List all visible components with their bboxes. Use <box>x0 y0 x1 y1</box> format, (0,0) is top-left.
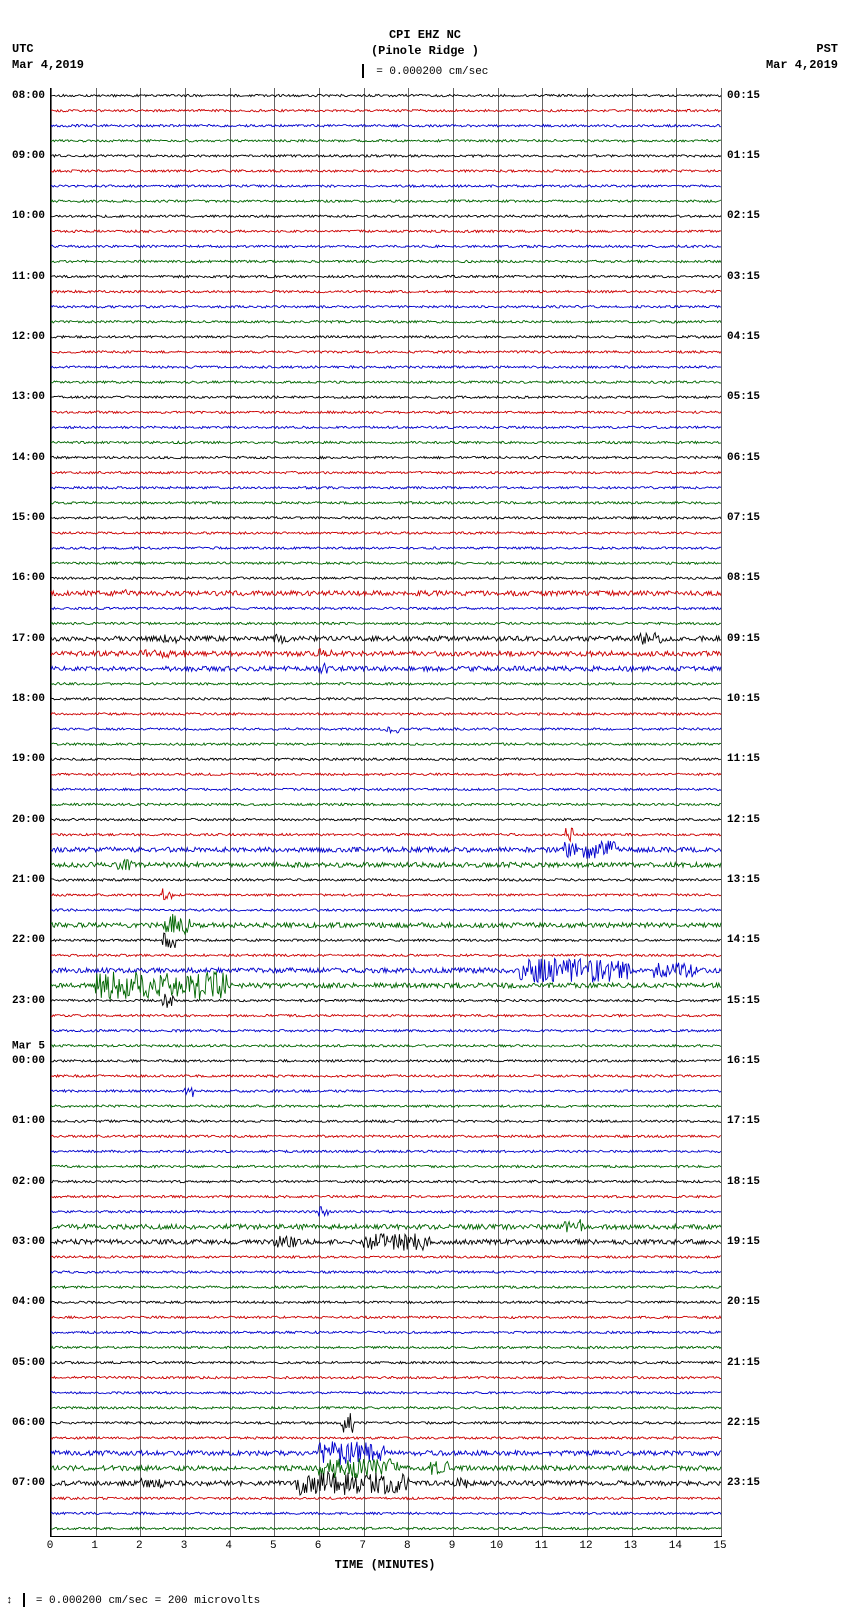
footer-scale: ↕ = 0.000200 cm/sec = 200 microvolts <box>6 1593 260 1607</box>
pst-time-label: 16:15 <box>727 1055 760 1067</box>
pst-tz: PST <box>766 42 838 58</box>
x-tick: 6 <box>315 1540 322 1552</box>
pst-time-label: 18:15 <box>727 1176 760 1188</box>
x-tick: 8 <box>404 1540 411 1552</box>
pst-time-label: 11:15 <box>727 753 760 765</box>
pst-time-label: 05:15 <box>727 391 760 403</box>
pst-time-label: 20:15 <box>727 1296 760 1308</box>
day-label: Mar 5 <box>12 1040 45 1052</box>
scale-indicator: = 0.000200 cm/sec <box>0 64 850 78</box>
pst-time-label: 22:15 <box>727 1417 760 1429</box>
footer-text: = 0.000200 cm/sec = 200 microvolts <box>36 1595 260 1607</box>
utc-time-label: 04:00 <box>12 1296 45 1308</box>
x-tick: 15 <box>713 1540 726 1552</box>
x-tick: 12 <box>579 1540 592 1552</box>
x-tick: 2 <box>136 1540 143 1552</box>
pst-time-label: 01:15 <box>727 150 760 162</box>
x-tick: 5 <box>270 1540 277 1552</box>
station-code: CPI EHZ NC <box>0 28 850 44</box>
chart-header: CPI EHZ NC (Pinole Ridge ) <box>0 28 850 59</box>
pst-time-label: 21:15 <box>727 1357 760 1369</box>
footer-prefix: ↕ <box>6 1595 13 1607</box>
seismic-trace <box>51 88 721 1536</box>
seismogram-plot: 08:0000:1509:0001:1510:0002:1511:0003:15… <box>50 88 722 1537</box>
pst-time-label: 04:15 <box>727 331 760 343</box>
pst-time-label: 13:15 <box>727 874 760 886</box>
x-axis: TIME (MINUTES) 0123456789101112131415 <box>50 1536 720 1586</box>
utc-time-label: 10:00 <box>12 210 45 222</box>
station-name: (Pinole Ridge ) <box>0 44 850 60</box>
utc-time-label: 07:00 <box>12 1477 45 1489</box>
pst-date: Mar 4,2019 <box>766 58 838 74</box>
utc-time-label: 18:00 <box>12 693 45 705</box>
seismogram-page: CPI EHZ NC (Pinole Ridge ) = 0.000200 cm… <box>0 0 850 1613</box>
x-tick: 13 <box>624 1540 637 1552</box>
x-tick: 1 <box>91 1540 98 1552</box>
pst-time-label: 02:15 <box>727 210 760 222</box>
utc-time-label: 14:00 <box>12 452 45 464</box>
pst-time-label: 23:15 <box>727 1477 760 1489</box>
utc-time-label: 02:00 <box>12 1176 45 1188</box>
utc-time-label: 19:00 <box>12 753 45 765</box>
utc-time-label: 08:00 <box>12 90 45 102</box>
scale-bar-icon <box>362 64 364 78</box>
utc-time-label: 21:00 <box>12 874 45 886</box>
x-tick: 9 <box>449 1540 456 1552</box>
utc-date: Mar 4,2019 <box>12 58 84 74</box>
gridline <box>721 88 722 1536</box>
x-axis-label: TIME (MINUTES) <box>50 1558 720 1572</box>
pst-time-label: 17:15 <box>727 1115 760 1127</box>
utc-time-label: 17:00 <box>12 633 45 645</box>
utc-time-label: 11:00 <box>12 271 45 283</box>
utc-time-label: 23:00 <box>12 995 45 1007</box>
x-tick: 10 <box>490 1540 503 1552</box>
x-tick: 11 <box>535 1540 548 1552</box>
utc-label-block: UTC Mar 4,2019 <box>12 42 84 73</box>
x-tick: 4 <box>225 1540 232 1552</box>
utc-time-label: 12:00 <box>12 331 45 343</box>
pst-time-label: 14:15 <box>727 934 760 946</box>
pst-label-block: PST Mar 4,2019 <box>766 42 838 73</box>
x-tick: 3 <box>181 1540 188 1552</box>
utc-time-label: 13:00 <box>12 391 45 403</box>
utc-time-label: 22:00 <box>12 934 45 946</box>
utc-tz: UTC <box>12 42 84 58</box>
pst-time-label: 08:15 <box>727 572 760 584</box>
footer-bar-icon <box>23 1593 25 1607</box>
utc-time-label: 16:00 <box>12 572 45 584</box>
utc-time-label: 09:00 <box>12 150 45 162</box>
utc-time-label: 06:00 <box>12 1417 45 1429</box>
scale-text: = 0.000200 cm/sec <box>376 66 488 78</box>
pst-time-label: 07:15 <box>727 512 760 524</box>
utc-time-label: 20:00 <box>12 814 45 826</box>
x-tick: 7 <box>359 1540 366 1552</box>
utc-time-label: 05:00 <box>12 1357 45 1369</box>
pst-time-label: 09:15 <box>727 633 760 645</box>
pst-time-label: 00:15 <box>727 90 760 102</box>
pst-time-label: 15:15 <box>727 995 760 1007</box>
pst-time-label: 10:15 <box>727 693 760 705</box>
utc-time-label: 03:00 <box>12 1236 45 1248</box>
pst-time-label: 06:15 <box>727 452 760 464</box>
utc-time-label: 15:00 <box>12 512 45 524</box>
pst-time-label: 19:15 <box>727 1236 760 1248</box>
utc-time-label: 01:00 <box>12 1115 45 1127</box>
pst-time-label: 12:15 <box>727 814 760 826</box>
utc-time-label: 00:00 <box>12 1055 45 1067</box>
x-tick: 14 <box>669 1540 682 1552</box>
pst-time-label: 03:15 <box>727 271 760 283</box>
x-tick: 0 <box>47 1540 54 1552</box>
